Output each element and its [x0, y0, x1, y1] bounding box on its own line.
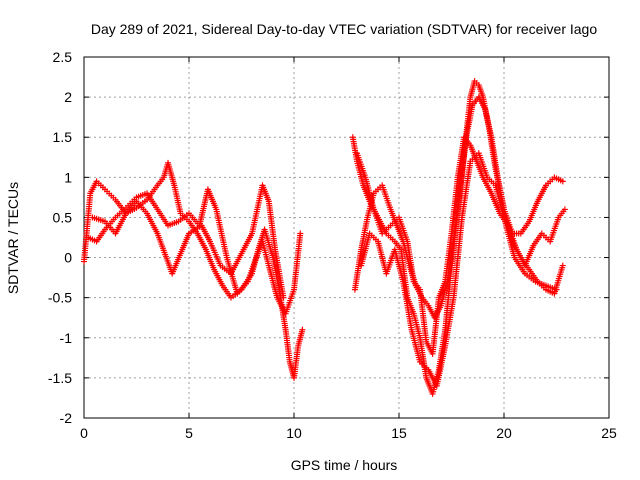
y-tick-label: 2 — [64, 89, 72, 105]
grid — [84, 57, 609, 418]
chart-title: Day 289 of 2021, Sidereal Day-to-day VTE… — [91, 21, 598, 37]
x-tick-label: 20 — [496, 425, 512, 441]
series-track-6 — [354, 134, 568, 357]
y-axis-label: SDTVAR / TECUs — [5, 182, 21, 294]
x-tick-label: 25 — [601, 425, 617, 441]
y-tick-label: 0 — [64, 250, 72, 266]
data-point — [561, 206, 568, 213]
y-tick-label: -0.5 — [48, 290, 72, 306]
y-tick-label: 1 — [64, 169, 72, 185]
x-tick-label: 5 — [185, 425, 193, 441]
data-point — [280, 294, 287, 301]
x-tick-label: 0 — [80, 425, 88, 441]
axis-ticks: 0 5 10 15 20 25 -2 -1.5 -1 -0.5 0 0.5 1 1.5 2 2.5 — [48, 49, 617, 441]
y-tick-label: -2 — [60, 410, 73, 426]
plot-frame — [83, 56, 610, 419]
data-points — [81, 78, 568, 397]
y-tick-label: 1.5 — [53, 129, 73, 145]
series-track-2 — [85, 186, 304, 317]
data-point — [297, 230, 304, 237]
data-point — [299, 326, 306, 333]
series-track-1 — [81, 159, 306, 381]
x-axis-label: GPS time / hours — [291, 457, 398, 473]
x-tick-label: 10 — [286, 425, 302, 441]
series-track-7 — [358, 150, 560, 389]
data-point — [559, 178, 566, 185]
y-tick-label: -1.5 — [48, 370, 72, 386]
y-tick-label: 2.5 — [53, 49, 73, 65]
data-point — [553, 286, 560, 293]
series-track-3 — [89, 182, 287, 301]
y-tick-label: -1 — [60, 330, 73, 346]
y-tick-label: 0.5 — [53, 209, 73, 225]
data-point — [559, 262, 566, 269]
x-tick-label: 15 — [391, 425, 407, 441]
